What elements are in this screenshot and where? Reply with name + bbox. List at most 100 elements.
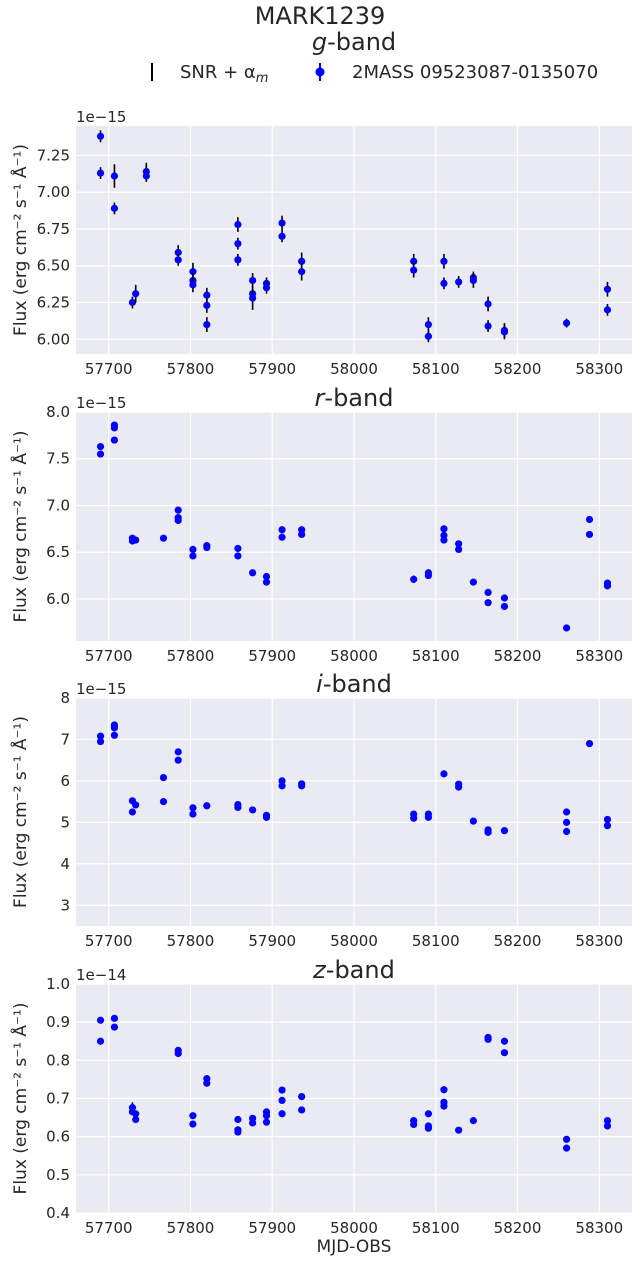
data-point bbox=[425, 814, 432, 821]
data-point bbox=[604, 582, 611, 589]
y-tick-label: 7.0 bbox=[46, 496, 70, 514]
data-point bbox=[189, 281, 196, 288]
y-tick-label: 3 bbox=[60, 896, 70, 914]
data-point bbox=[455, 1127, 462, 1134]
data-point bbox=[455, 784, 462, 791]
y-tick-label: 0.5 bbox=[46, 1166, 70, 1184]
data-point bbox=[586, 531, 593, 538]
y-tick-label: 4 bbox=[60, 855, 70, 873]
data-point bbox=[278, 782, 285, 789]
x-tick-label: 58000 bbox=[330, 360, 378, 378]
x-tick-label: 58100 bbox=[412, 1219, 460, 1237]
data-point bbox=[111, 205, 118, 212]
x-tick-label: 58300 bbox=[575, 1219, 623, 1237]
data-point bbox=[278, 534, 285, 541]
x-tick-label: 58200 bbox=[494, 647, 542, 665]
y-axis-label: Flux (erg cm⁻² s⁻¹ Å⁻¹) bbox=[9, 716, 31, 908]
data-point bbox=[604, 286, 611, 293]
data-point bbox=[501, 1049, 508, 1056]
y-axis-label: Flux (erg cm⁻² s⁻¹ Å⁻¹) bbox=[9, 1003, 31, 1195]
x-tick-label: 58200 bbox=[494, 360, 542, 378]
data-point bbox=[189, 810, 196, 817]
data-point bbox=[501, 827, 508, 834]
data-point bbox=[501, 1038, 508, 1045]
y-tick-label: 6.75 bbox=[37, 220, 70, 238]
data-point bbox=[249, 1119, 256, 1126]
data-point bbox=[455, 278, 462, 285]
x-tick-label: 58300 bbox=[575, 360, 623, 378]
data-point bbox=[278, 1097, 285, 1104]
data-point bbox=[410, 267, 417, 274]
data-point bbox=[97, 443, 104, 450]
panel-title: z-band bbox=[312, 956, 395, 984]
data-point bbox=[484, 829, 491, 836]
data-point bbox=[111, 1015, 118, 1022]
panel-4: 57700 57800 57900 58000 58100 58200 58300 0.4 0.… bbox=[9, 956, 632, 1237]
y-tick-label: 6.00 bbox=[37, 330, 70, 348]
data-point bbox=[563, 828, 570, 835]
data-point bbox=[203, 321, 210, 328]
x-tick-label: 58300 bbox=[575, 647, 623, 665]
data-point bbox=[203, 292, 210, 299]
x-tick-label: 57800 bbox=[167, 647, 215, 665]
data-point bbox=[203, 802, 210, 809]
data-point bbox=[440, 525, 447, 532]
data-point bbox=[278, 526, 285, 533]
data-point bbox=[470, 818, 477, 825]
data-point bbox=[189, 1112, 196, 1119]
data-point bbox=[263, 814, 270, 821]
data-point bbox=[440, 280, 447, 287]
y-tick-label: 0.4 bbox=[46, 1204, 70, 1222]
data-point bbox=[249, 806, 256, 813]
data-point bbox=[234, 1116, 241, 1123]
data-point bbox=[563, 624, 570, 631]
data-point bbox=[263, 1119, 270, 1126]
data-point bbox=[175, 1050, 182, 1057]
x-tick-label: 57900 bbox=[248, 932, 296, 950]
data-point bbox=[234, 1128, 241, 1135]
data-point bbox=[263, 1112, 270, 1119]
data-point bbox=[234, 221, 241, 228]
data-point bbox=[203, 302, 210, 309]
data-point bbox=[484, 322, 491, 329]
y-tick-label: 6 bbox=[60, 772, 70, 790]
data-point bbox=[189, 552, 196, 559]
y-tick-label: 7.5 bbox=[46, 450, 70, 468]
data-point bbox=[234, 256, 241, 263]
x-tick-label: 58300 bbox=[575, 932, 623, 950]
data-point bbox=[263, 579, 270, 586]
data-point bbox=[501, 328, 508, 335]
data-point bbox=[298, 531, 305, 538]
data-point bbox=[470, 1117, 477, 1124]
y-tick-label: 7 bbox=[60, 730, 70, 748]
x-tick-label: 57900 bbox=[248, 647, 296, 665]
scale-offset-label: 1e−15 bbox=[76, 394, 126, 412]
x-tick-label: 58200 bbox=[494, 1219, 542, 1237]
scale-offset-label: 1e−15 bbox=[76, 108, 126, 126]
y-tick-label: 8.0 bbox=[46, 403, 70, 421]
data-point bbox=[440, 1086, 447, 1093]
data-point bbox=[132, 536, 139, 543]
x-tick-label: 58000 bbox=[330, 647, 378, 665]
panel-2: 57700 57800 57900 58000 58100 58200 58300 6.0 6.… bbox=[9, 384, 632, 665]
data-point bbox=[425, 333, 432, 340]
x-tick-label: 57700 bbox=[85, 1219, 133, 1237]
data-point bbox=[175, 507, 182, 514]
data-point bbox=[484, 589, 491, 596]
x-tick-label: 57800 bbox=[167, 360, 215, 378]
scale-offset-label: 1e−15 bbox=[76, 680, 126, 698]
data-point bbox=[249, 295, 256, 302]
data-point bbox=[563, 1136, 570, 1143]
data-point bbox=[234, 804, 241, 811]
data-point bbox=[111, 1024, 118, 1031]
data-point bbox=[111, 172, 118, 179]
x-tick-label: 58000 bbox=[330, 932, 378, 950]
data-point bbox=[425, 321, 432, 328]
data-point bbox=[563, 1145, 570, 1152]
data-point bbox=[249, 569, 256, 576]
data-point bbox=[175, 748, 182, 755]
data-point bbox=[160, 774, 167, 781]
data-point bbox=[97, 738, 104, 745]
data-point bbox=[234, 552, 241, 559]
